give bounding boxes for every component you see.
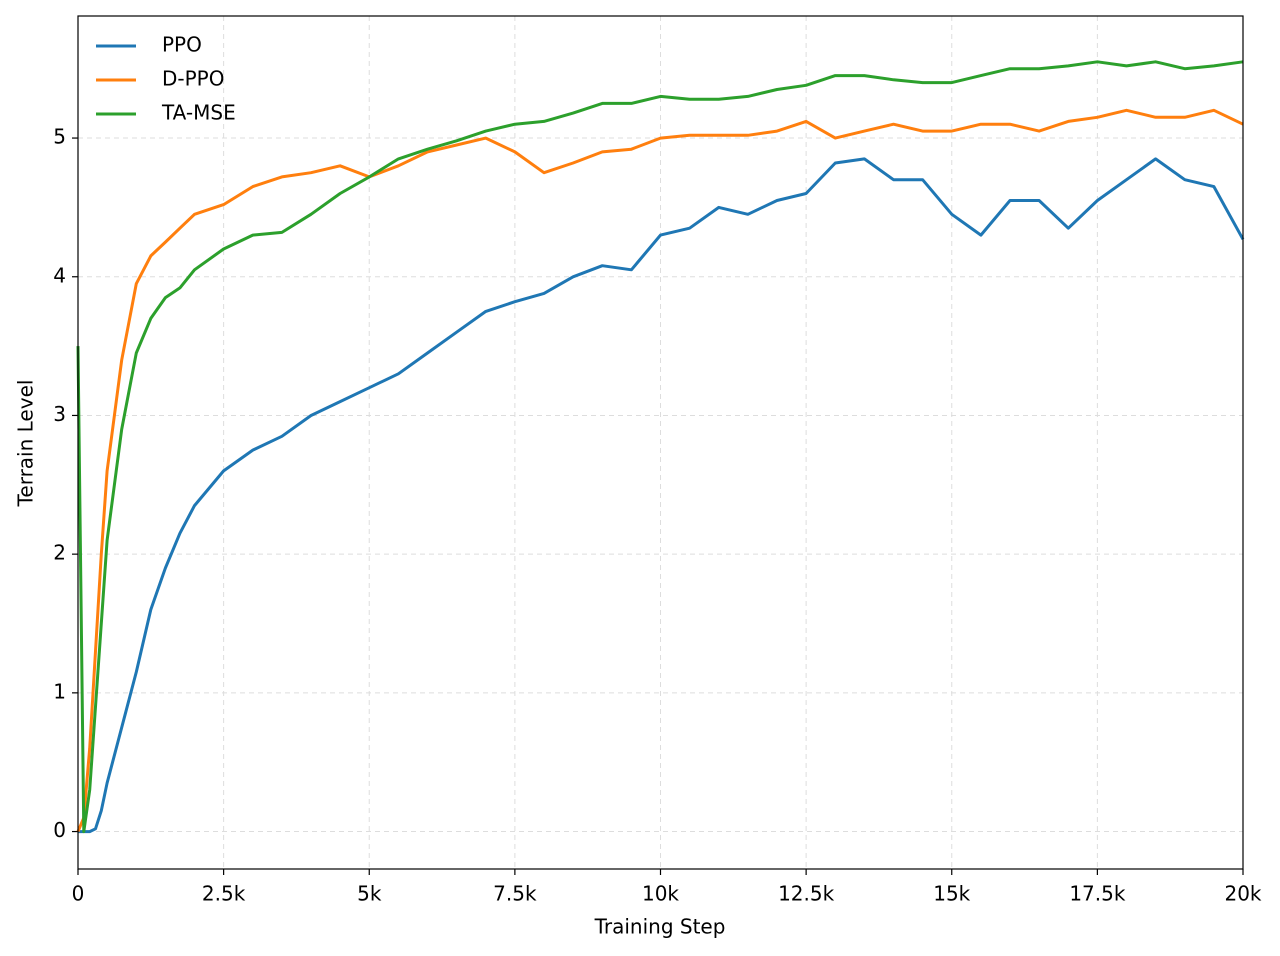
x-tick-label: 2.5k (202, 882, 246, 906)
x-tick-label: 7.5k (493, 882, 537, 906)
x-tick-label: 10k (642, 882, 679, 906)
x-tick-label: 20k (1224, 882, 1261, 906)
legend-label: TA-MSE (161, 101, 236, 125)
x-tick-label: 15k (933, 882, 970, 906)
plot-frame (77, 15, 1244, 870)
x-tick-label: 12.5k (778, 882, 835, 906)
y-tick-label: 2 (53, 541, 66, 565)
x-tick-label: 17.5k (1069, 882, 1126, 906)
y-axis-label: Terrain Level (14, 380, 38, 508)
x-axis-label: Training Step (594, 915, 726, 939)
line-series (78, 157, 1245, 834)
y-tick-label: 0 (53, 818, 66, 842)
x-tick-label: 5k (357, 882, 382, 906)
legend-label: PPO (162, 33, 202, 57)
legend-label: D-PPO (162, 67, 224, 91)
line-series (76, 108, 1244, 833)
y-tick-label: 4 (53, 263, 66, 287)
line-series (76, 60, 1244, 834)
y-tick-label: 1 (53, 679, 66, 703)
x-tick-label: 0 (72, 882, 85, 906)
y-tick-label: 3 (53, 402, 66, 426)
y-tick-label: 5 (53, 125, 66, 149)
